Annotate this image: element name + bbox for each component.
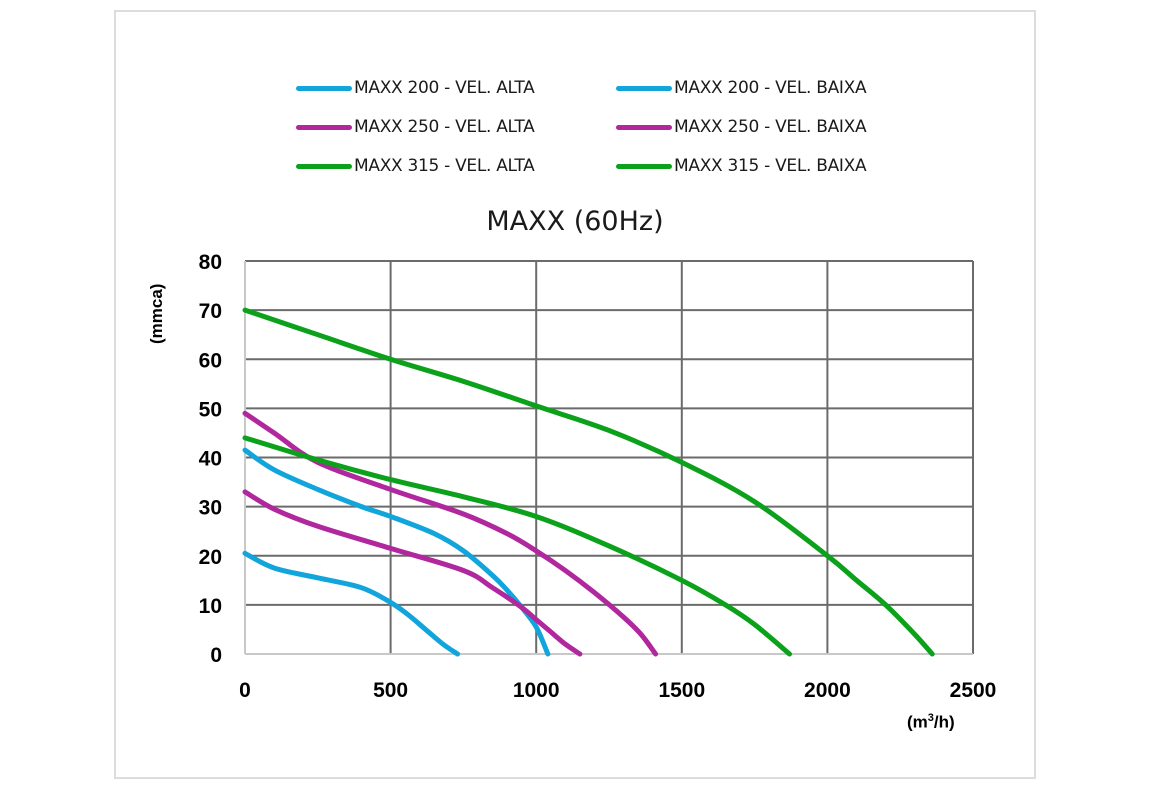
x-axis-label-sup: 3	[927, 712, 934, 724]
legend-label: MAXX 315 - VEL. BAIXA	[674, 156, 867, 176]
legend-label: MAXX 315 - VEL. ALTA	[354, 156, 535, 176]
x-axis-label: (m3/h)	[907, 712, 955, 733]
y-tick-label: 0	[210, 644, 222, 667]
legend-line-swatch	[296, 124, 352, 130]
series-line	[242, 435, 793, 657]
y-tick-label: 50	[199, 398, 222, 421]
legend-label: MAXX 250 - VEL. ALTA	[354, 117, 535, 137]
legend-item: MAXX 200 - VEL. ALTA	[296, 76, 535, 100]
series-line	[242, 550, 461, 657]
legend-item: MAXX 315 - VEL. ALTA	[296, 154, 535, 178]
x-axis-label-pre: (m	[907, 712, 928, 732]
y-tick-label: 20	[199, 546, 222, 569]
x-axis-label-post: /h)	[933, 712, 955, 732]
legend-item: MAXX 315 - VEL. BAIXA	[616, 154, 867, 178]
x-tick-label: 0	[239, 679, 251, 702]
legend-item: MAXX 250 - VEL. BAIXA	[616, 115, 867, 139]
y-tick-label: 60	[199, 349, 222, 372]
legend-item: MAXX 250 - VEL. ALTA	[296, 115, 535, 139]
x-tick-label: 2000	[804, 679, 851, 702]
x-tick-label: 1500	[658, 679, 705, 702]
series-line	[242, 307, 935, 657]
legend-label: MAXX 250 - VEL. BAIXA	[674, 117, 867, 137]
legend-line-swatch	[616, 163, 672, 169]
x-tick-label: 1000	[513, 679, 560, 702]
chart-title: MAXX (60Hz)	[486, 206, 664, 237]
legend-line-swatch	[616, 124, 672, 130]
y-tick-label: 80	[199, 251, 222, 274]
x-tick-label: 2500	[950, 679, 997, 702]
legend-label: MAXX 200 - VEL. ALTA	[354, 78, 535, 98]
y-tick-label: 70	[199, 300, 222, 323]
legend-line-swatch	[296, 163, 352, 169]
y-axis-label: (mmca)	[147, 283, 166, 344]
y-tick-label: 40	[199, 448, 222, 471]
legend-item: MAXX 200 - VEL. BAIXA	[616, 76, 867, 100]
series-line	[242, 489, 583, 657]
legend-line-swatch	[296, 85, 352, 91]
y-tick-label: 30	[199, 497, 222, 520]
x-tick-label: 500	[373, 679, 408, 702]
legend-line-swatch	[616, 85, 672, 91]
y-tick-label: 10	[199, 595, 222, 618]
legend-label: MAXX 200 - VEL. BAIXA	[674, 78, 867, 98]
